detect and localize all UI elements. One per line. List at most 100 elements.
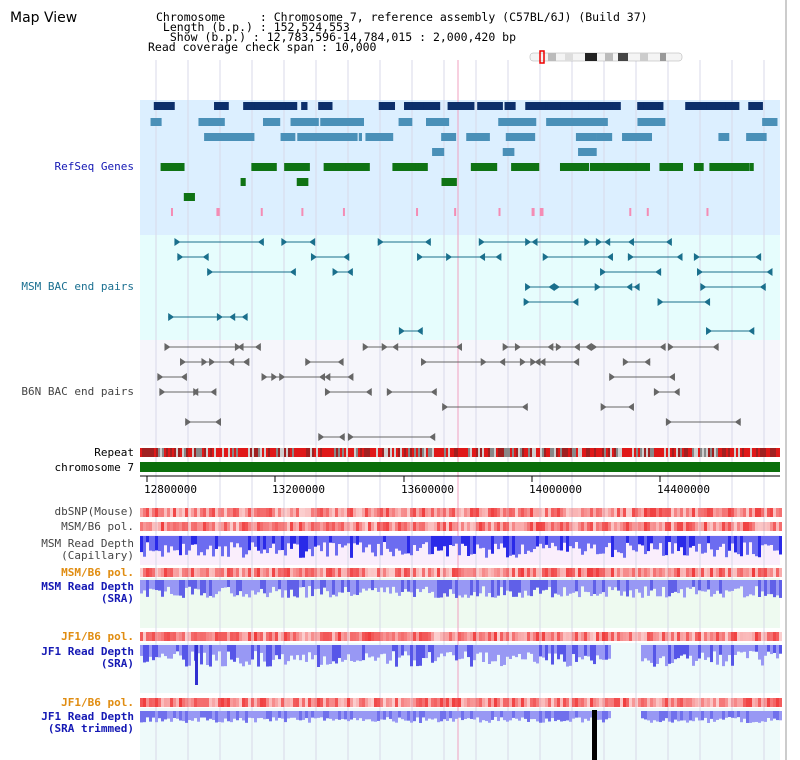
- polymorphism-cell: [398, 568, 401, 577]
- polymorphism-cell: [143, 632, 146, 641]
- depth-bar: [599, 536, 602, 554]
- polymorphism-cell: [449, 508, 452, 517]
- polymorphism-cell: [716, 698, 719, 707]
- repeat-segment: [404, 448, 406, 457]
- repeat-segment: [640, 448, 642, 457]
- gene-feature: [762, 118, 778, 126]
- repeat-segment: [588, 448, 590, 457]
- depth-bar: [482, 645, 485, 663]
- polymorphism-cell: [320, 508, 323, 517]
- depth-bar: [191, 711, 194, 721]
- depth-bar: [464, 580, 467, 595]
- depth-bar: [326, 711, 329, 719]
- gene-feature: [498, 118, 507, 126]
- polymorphism-cell: [338, 698, 341, 707]
- repeat-segment: [444, 448, 446, 457]
- polymorphism-cell: [554, 632, 557, 641]
- polymorphism-cell: [713, 632, 716, 641]
- polymorphism-cell: [584, 698, 587, 707]
- depth-bar: [374, 580, 377, 588]
- depth-bar: [554, 536, 557, 547]
- depth-bar: [194, 580, 197, 589]
- track-label-msm-depth-sra[interactable]: MSM Read Depth: [41, 580, 134, 593]
- polymorphism-cell: [164, 568, 167, 577]
- repeat-segment: [210, 448, 212, 457]
- polymorphism-cell: [566, 698, 569, 707]
- depth-bar: [467, 645, 470, 658]
- track-label-jf1-depth-sra[interactable]: JF1 Read Depth: [41, 645, 134, 658]
- polymorphism-cell: [461, 568, 464, 577]
- depth-bar: [485, 580, 488, 597]
- polymorphism-cell: [674, 522, 677, 531]
- depth-bar: [539, 645, 542, 657]
- polymorphism-cell: [398, 508, 401, 517]
- polymorphism-cell: [689, 508, 692, 517]
- polymorphism-cell: [683, 632, 686, 641]
- polymorphism-cell: [230, 522, 233, 531]
- track-label-msm-b6-pol-2[interactable]: MSM/B6 pol.: [61, 566, 134, 579]
- track-label-msm-b6-pol[interactable]: MSM/B6 pol.: [61, 520, 134, 533]
- polymorphism-cell: [266, 522, 269, 531]
- depth-bar: [245, 645, 248, 662]
- polymorphism-cell: [335, 522, 338, 531]
- ideogram-band: [660, 53, 666, 61]
- polymorphism-cell: [443, 522, 446, 531]
- polymorphism-cell: [230, 632, 233, 641]
- depth-bar: [518, 711, 521, 721]
- polymorphism-cell: [173, 522, 176, 531]
- depth-bar: [395, 536, 398, 549]
- polymorphism-cell: [224, 508, 227, 517]
- depth-bar: [653, 711, 656, 721]
- repeat-segment: [730, 448, 732, 457]
- track-label-msm-depth-cap[interactable]: MSM Read Depth: [41, 537, 134, 550]
- bac-end-arrow: [193, 388, 200, 396]
- depth-bar: [371, 536, 374, 553]
- repeat-segment: [300, 448, 302, 457]
- polymorphism-cell: [437, 632, 440, 641]
- depth-bar: [311, 645, 314, 660]
- track-label-dbsnp[interactable]: dbSNP(Mouse): [54, 505, 134, 518]
- depth-bar: [587, 536, 590, 544]
- depth-bar: [254, 711, 257, 723]
- polymorphism-cell: [680, 508, 683, 517]
- track-label-refseq[interactable]: RefSeq Genes: [54, 160, 134, 173]
- depth-bar: [644, 645, 647, 659]
- polymorphism-cell: [512, 522, 515, 531]
- track-label-msm-bac[interactable]: MSM BAC end pairs: [21, 280, 134, 293]
- polymorphism-cell: [449, 698, 452, 707]
- polymorphism-cell: [431, 568, 434, 577]
- depth-bar: [626, 536, 629, 543]
- repeat-segment: [256, 448, 258, 457]
- polymorphism-cell: [200, 508, 203, 517]
- track-label-jf1-b6-pol[interactable]: JF1/B6 pol.: [61, 630, 134, 643]
- repeat-segment: [230, 448, 232, 457]
- depth-bar: [344, 536, 347, 546]
- polymorphism-cell: [545, 508, 548, 517]
- polymorphism-cell: [326, 632, 329, 641]
- depth-bar: [770, 645, 773, 655]
- polymorphism-cell: [323, 632, 326, 641]
- depth-bar: [608, 711, 611, 719]
- repeat-segment: [634, 448, 636, 457]
- track-label-jf1-b6-pol-2[interactable]: JF1/B6 pol.: [61, 696, 134, 709]
- polymorphism-cell: [764, 632, 767, 641]
- repeat-segment: [434, 448, 436, 457]
- track-label-jf1-depth-trim[interactable]: JF1 Read Depth: [41, 710, 134, 723]
- depth-bar: [236, 580, 239, 596]
- gene-feature: [597, 163, 625, 171]
- depth-bar: [191, 645, 194, 652]
- polymorphism-cell: [563, 508, 566, 517]
- depth-bar: [353, 536, 356, 544]
- depth-bar: [650, 711, 653, 723]
- polymorphism-cell: [263, 698, 266, 707]
- polymorphism-cell: [779, 632, 782, 641]
- polymorphism-cell: [344, 632, 347, 641]
- polymorphism-cell: [248, 698, 251, 707]
- polymorphism-cell: [392, 698, 395, 707]
- track-label-b6n-bac[interactable]: B6N BAC end pairs: [21, 385, 134, 398]
- polymorphism-cell: [245, 522, 248, 531]
- bac-end-arrow: [676, 253, 683, 261]
- polymorphism-cell: [560, 522, 563, 531]
- depth-bar: [149, 711, 152, 722]
